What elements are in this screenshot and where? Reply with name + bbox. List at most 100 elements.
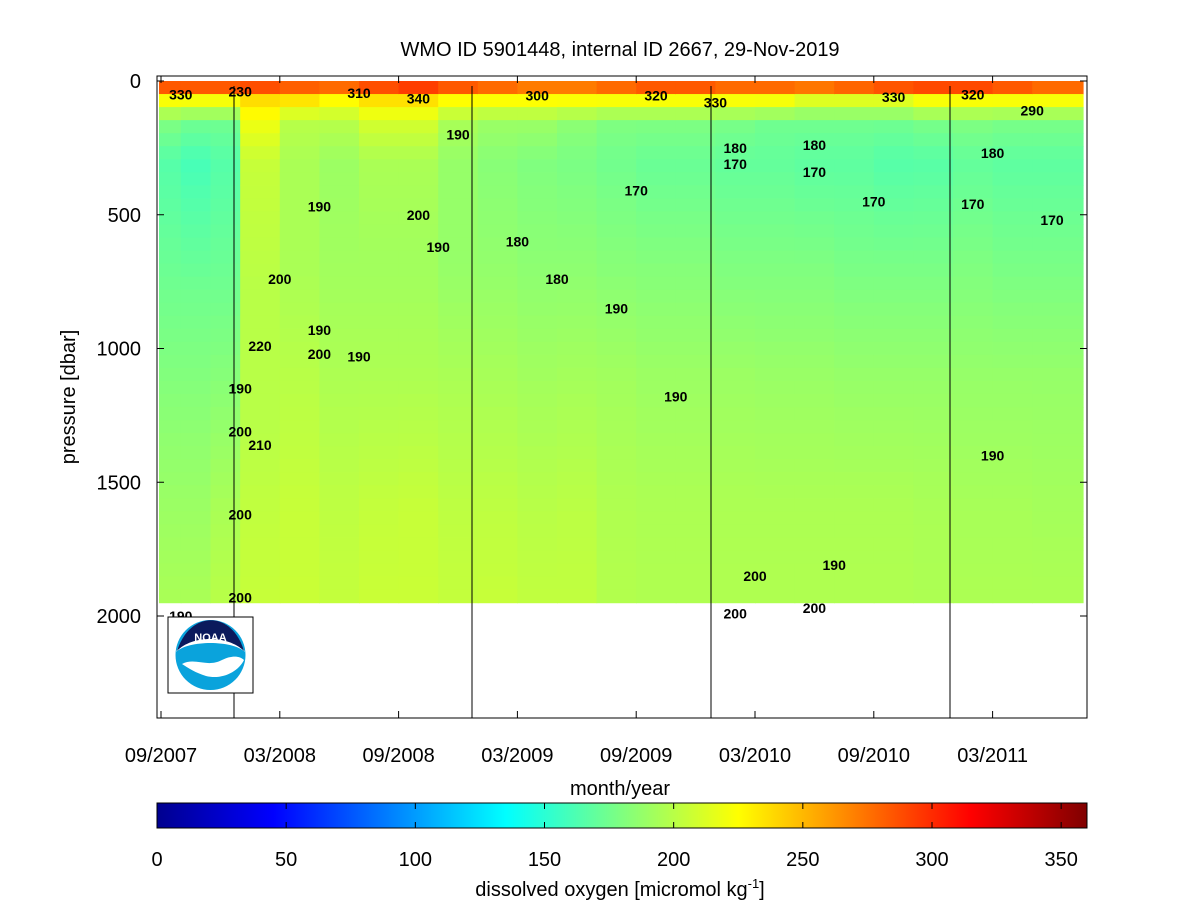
contour-label: 190 <box>823 557 847 573</box>
heat-cell <box>596 380 637 395</box>
heat-cell <box>210 250 241 265</box>
heat-cell <box>596 237 637 252</box>
heat-cell <box>438 224 479 239</box>
heat-cell <box>873 159 914 173</box>
heat-cell <box>477 576 518 591</box>
heat-cell <box>992 302 1033 317</box>
heat-cell <box>794 276 835 291</box>
contour-label: 190 <box>229 381 253 397</box>
heat-cell <box>675 81 716 95</box>
heat-cell <box>913 407 954 421</box>
heat-cell <box>913 133 954 147</box>
heat-cell <box>557 407 598 421</box>
heat-cell <box>240 315 281 330</box>
heat-cell <box>1032 211 1084 226</box>
heat-cell <box>636 537 677 552</box>
heat-cell <box>755 133 796 147</box>
heat-cell <box>715 81 756 95</box>
heat-cell <box>159 354 182 369</box>
heat-cell <box>636 94 677 108</box>
heat-cell <box>596 485 637 499</box>
heat-cell <box>992 263 1033 278</box>
heat-cell <box>279 380 320 395</box>
contour-label: 190 <box>347 349 371 365</box>
heat-cell <box>596 133 637 147</box>
heat-cell <box>438 133 479 147</box>
x-tick-label: 09/2009 <box>600 745 672 767</box>
heat-cell <box>873 94 914 108</box>
heat-cell <box>755 237 796 252</box>
heat-cell <box>755 380 796 395</box>
heat-cell <box>517 433 558 447</box>
heat-cell <box>913 289 954 304</box>
contour-label: 200 <box>743 568 767 584</box>
heat-cell <box>834 315 875 330</box>
heat-cell <box>596 328 637 343</box>
heat-cell <box>675 367 716 382</box>
heat-cell <box>359 172 400 186</box>
heat-cell <box>794 446 835 460</box>
heat-cell <box>636 485 677 499</box>
heat-cell <box>180 446 212 460</box>
heat-cell <box>319 537 360 552</box>
heat-cell <box>1032 589 1084 604</box>
heat-cell <box>398 146 439 160</box>
heat-cell <box>477 250 518 265</box>
y-axis-label: pressure [dbar] <box>58 330 80 465</box>
heat-cell <box>596 289 637 304</box>
heat-cell <box>715 433 756 447</box>
heat-cell <box>159 407 182 421</box>
heat-cell <box>873 107 914 121</box>
heat-cell <box>319 550 360 565</box>
heat-cell <box>755 172 796 186</box>
heat-cell <box>180 537 212 552</box>
heat-cell <box>953 302 994 317</box>
contour-label: 330 <box>169 86 193 102</box>
contour-label: 170 <box>724 156 748 172</box>
heat-cell <box>517 537 558 552</box>
heat-cell <box>636 550 677 565</box>
heat-cell <box>240 133 281 147</box>
heat-cell <box>873 472 914 486</box>
heat-cell <box>636 354 677 369</box>
heat-cell <box>240 537 281 552</box>
heat-cell <box>517 81 558 95</box>
heat-cell <box>159 576 182 591</box>
heat-cell <box>755 589 796 604</box>
heat-cell <box>438 433 479 447</box>
heat-cell <box>517 380 558 395</box>
heat-cell <box>596 446 637 460</box>
heat-cell <box>180 380 212 395</box>
contour-label: 200 <box>407 207 431 223</box>
heat-cell <box>279 511 320 525</box>
heat-cell <box>834 485 875 499</box>
heat-cell <box>517 315 558 330</box>
heat-cell <box>398 315 439 330</box>
heat-cell <box>517 446 558 460</box>
heat-cell <box>992 328 1033 343</box>
heat-cell <box>557 485 598 499</box>
heat-cell <box>180 250 212 265</box>
heat-cell <box>953 276 994 291</box>
heat-cell <box>992 433 1033 447</box>
contour-label: 200 <box>229 589 253 605</box>
heat-cell <box>596 315 637 330</box>
heat-cell <box>319 589 360 604</box>
heat-cell <box>159 485 182 499</box>
heat-cell <box>180 211 212 226</box>
heat-cell <box>873 315 914 330</box>
heat-cell <box>794 341 835 356</box>
heat-cell <box>398 367 439 382</box>
heat-cell <box>755 420 796 434</box>
heat-cell <box>596 341 637 356</box>
heat-cell <box>398 407 439 421</box>
heat-cell <box>755 393 796 408</box>
heat-cell <box>279 393 320 408</box>
heat-cell <box>715 263 756 278</box>
heat-cell <box>180 485 212 499</box>
heat-cell <box>180 133 212 147</box>
contour-label: 330 <box>704 94 728 110</box>
heat-cell <box>557 380 598 395</box>
heat-cell <box>477 380 518 395</box>
heat-cell <box>834 563 875 578</box>
